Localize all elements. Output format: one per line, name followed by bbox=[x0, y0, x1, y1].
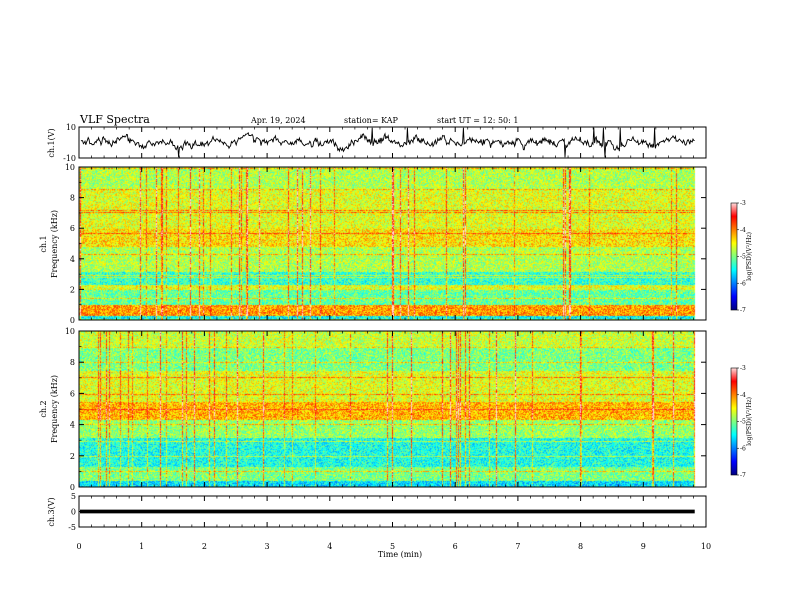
ch3-ytick-label: -5 bbox=[68, 523, 76, 532]
x-tick-label: 10 bbox=[701, 542, 711, 551]
figure-title: VLF Spectra bbox=[79, 113, 150, 126]
x-tick-label: 3 bbox=[265, 542, 270, 551]
x-tick-label: 2 bbox=[202, 542, 207, 551]
ch1-ylabel: ch.1(V) bbox=[47, 128, 56, 157]
ch3-ytick-label: 5 bbox=[71, 492, 76, 501]
x-tick-label: 5 bbox=[390, 542, 395, 551]
x-tick-label: 8 bbox=[578, 542, 583, 551]
date-label: Apr. 19, 2024 bbox=[250, 116, 306, 125]
ch2-spec-ytick-label: 10 bbox=[65, 327, 75, 336]
ch1-colorbar-label: log(PSD)(V²/Hz) bbox=[746, 232, 753, 281]
ch2-spectrogram-panel: 0 2 4 6 8 10 bbox=[65, 327, 707, 492]
ch1-channel-label: ch.1 bbox=[39, 235, 48, 252]
ch1-ytick-label: 10 bbox=[66, 123, 76, 132]
ch2-channel-label: ch.2 bbox=[39, 400, 48, 417]
ch1-spectrogram-panel: 0 2 4 6 8 10 bbox=[65, 163, 707, 325]
ch3-ytick-label: 0 bbox=[71, 508, 76, 517]
x-tick-label: 0 bbox=[76, 542, 81, 551]
x-axis-label: Time (min) bbox=[378, 550, 422, 559]
ch2-colorbar-gradient bbox=[730, 367, 738, 476]
ch2-colorbar-label: log(PSD)(V²/Hz) bbox=[746, 397, 753, 446]
ch1-spec-ytick-label: 8 bbox=[70, 194, 75, 203]
x-tick-label: 9 bbox=[641, 542, 646, 551]
ch1-colorbar-tick-label: -7 bbox=[740, 307, 746, 314]
x-tick-label: 7 bbox=[515, 542, 520, 551]
ch1-colorbar-tick-label: -3 bbox=[740, 200, 746, 207]
ch1-waveform-panel: 10 -10 bbox=[63, 123, 707, 163]
ch2-spec-ytick-label: 6 bbox=[70, 389, 75, 398]
ch1-spec-ytick-label: 0 bbox=[70, 316, 75, 325]
ch1-frequency-label: Frequency (kHz) bbox=[50, 210, 59, 278]
ch2-colorbar-tick-label: -4 bbox=[740, 392, 746, 399]
ch2-colorbar-tick-label: -3 bbox=[740, 365, 746, 372]
ch2-spec-ytick-label: 4 bbox=[70, 421, 75, 430]
ch1-spec-ytick-label: 2 bbox=[70, 285, 75, 294]
ch1-ytick-label: -10 bbox=[63, 154, 76, 163]
ch1-waveform-line bbox=[80, 127, 695, 158]
ch1-colorbar: -3 -4 -5 -6 -7 log(PSD)(V²/Hz) bbox=[730, 200, 753, 314]
ch2-frequency-label: Frequency (kHz) bbox=[50, 375, 59, 443]
ch2-colorbar-tick-label: -7 bbox=[740, 472, 746, 479]
ch3-waveform-band bbox=[80, 509, 695, 514]
ch3-waveform-panel: 5 0 -5 0 1 2 3 4 5 6 7 8 9 10 bbox=[68, 492, 711, 551]
ch1-spec-ytick-label: 10 bbox=[65, 163, 75, 172]
ch2-colorbar-tick-label: -5 bbox=[740, 419, 746, 426]
x-tick-label: 6 bbox=[453, 542, 458, 551]
ch1-colorbar-tick-label: -4 bbox=[740, 227, 746, 234]
ch1-colorbar-tick-label: -5 bbox=[740, 254, 746, 261]
ch2-spec-ytick-label: 0 bbox=[70, 483, 75, 492]
start-time-label: start UT = 12: 50: 1 bbox=[437, 116, 518, 125]
x-tick-label: 1 bbox=[139, 542, 144, 551]
ch1-colorbar-tick-label: -6 bbox=[740, 280, 746, 287]
ch2-colorbar: -3 -4 -5 -6 -7 log(PSD)(V²/Hz) bbox=[730, 365, 753, 479]
ch3-ylabel: ch.3(V) bbox=[47, 497, 56, 526]
ch2-colorbar-tick-label: -6 bbox=[740, 445, 746, 452]
ch2-spec-ytick-label: 8 bbox=[70, 358, 75, 367]
ch1-spectrogram-image bbox=[79, 167, 706, 320]
ch2-spectrogram-image bbox=[79, 331, 706, 487]
x-tick-label: 4 bbox=[327, 542, 332, 551]
ch1-colorbar-gradient bbox=[730, 202, 738, 311]
ch1-spec-ytick-label: 4 bbox=[70, 255, 75, 264]
ch1-spec-ytick-label: 6 bbox=[70, 224, 75, 233]
ch2-spec-ytick-label: 2 bbox=[70, 452, 75, 461]
station-label: station= KAP bbox=[344, 116, 399, 125]
